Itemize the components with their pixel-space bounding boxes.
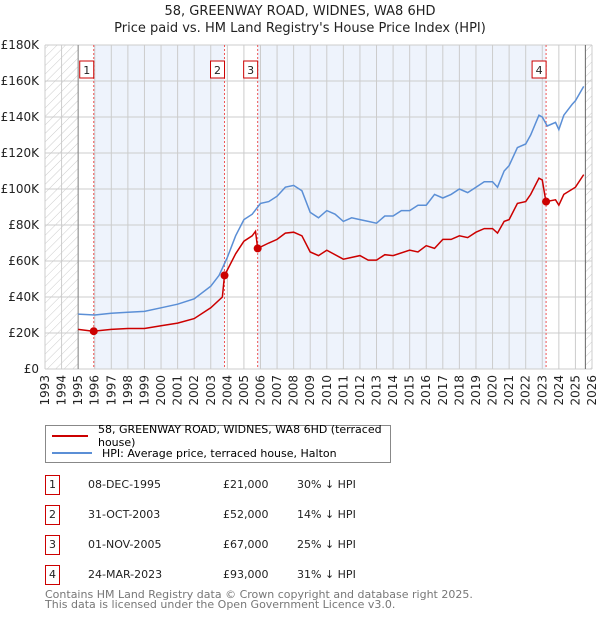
x-tick-label: 1997 (104, 375, 118, 406)
legend-item-hpi: HPI: Average price, terraced house, Halt… (46, 445, 337, 461)
chart-subtitle: Price paid vs. HM Land Registry's House … (114, 21, 486, 36)
sale-label-box (210, 60, 226, 79)
y-tick-label: £180K (1, 38, 41, 52)
sale-hpi-diff: 25% ↓ HPI (297, 538, 356, 551)
sale-point (220, 271, 229, 280)
x-tick-label: 2005 (237, 375, 251, 406)
x-tick-label: 2024 (552, 375, 566, 406)
sale-hpi-diff: 31% ↓ HPI (297, 568, 356, 581)
sale-label: 4 (536, 64, 543, 77)
x-tick-label: 2012 (353, 375, 367, 406)
legend-item-property: 58, GREENWAY ROAD, WIDNES, WA8 6HD (terr… (46, 423, 390, 449)
legend-swatch-red (52, 435, 88, 437)
y-tick-label: £140K (1, 110, 41, 124)
x-tick-label: 2021 (502, 375, 516, 406)
y-tick-label: £120K (1, 146, 41, 160)
x-tick-label: 1994 (55, 375, 69, 406)
property-price-line (78, 174, 585, 332)
footer-line: Contains HM Land Registry data © Crown c… (45, 588, 473, 601)
y-tick-label: £160K (1, 74, 41, 88)
x-tick-label: 2004 (220, 375, 234, 406)
sale-row: 2 31-OCT-2003 £52,000 14% ↓ HPI (45, 505, 425, 525)
x-tick-label: 2006 (253, 375, 267, 406)
legend-swatch-blue (52, 452, 92, 454)
y-tick-label: £60K (8, 254, 40, 268)
sale-row: 4 24-MAR-2023 £93,000 31% ↓ HPI (45, 565, 425, 585)
sale-price: £93,000 (223, 568, 269, 581)
hpi-line (78, 86, 585, 316)
sale-date: 08-DEC-1995 (88, 478, 162, 491)
y-tick-label: £100K (1, 182, 41, 196)
chart-title: 58, GREENWAY ROAD, WIDNES, WA8 6HD (164, 4, 436, 19)
hatched-region (585, 45, 592, 369)
sale-row: 3 01-NOV-2005 £67,000 25% ↓ HPI (45, 535, 425, 555)
sale-number: 3 (45, 535, 60, 555)
sale-label: 2 (214, 64, 221, 77)
x-tick-label: 1993 (38, 375, 52, 406)
sale-point (542, 197, 551, 206)
x-tick-label: 2014 (386, 375, 400, 406)
x-tick-label: 2000 (154, 375, 168, 406)
x-tick-label: 2018 (452, 375, 466, 406)
sale-number: 2 (45, 505, 60, 525)
sale-date: 24-MAR-2023 (88, 568, 163, 581)
x-tick-label: 2008 (287, 375, 301, 406)
x-tick-label: 1996 (88, 375, 102, 406)
sale-point (253, 244, 262, 253)
sale-label: 1 (83, 64, 90, 77)
y-tick-label: £0 (24, 362, 39, 376)
sale-price: £21,000 (223, 478, 269, 491)
x-tick-label: 2009 (303, 375, 317, 406)
x-tick-label: 2013 (370, 375, 384, 406)
x-tick-label: 2023 (535, 375, 549, 406)
y-tick-label: £80K (8, 218, 40, 232)
legend: 58, GREENWAY ROAD, WIDNES, WA8 6HD (terr… (45, 423, 391, 463)
x-tick-label: 2025 (568, 375, 582, 406)
legend-label: 58, GREENWAY ROAD, WIDNES, WA8 6HD (terr… (97, 423, 382, 449)
x-tick-label: 2011 (336, 375, 350, 406)
legend-label: HPI: Average price, terraced house, Halt… (102, 446, 337, 460)
x-tick-label: 2016 (419, 375, 433, 406)
sale-date: 31-OCT-2003 (88, 508, 161, 521)
sale-label-box (243, 60, 259, 79)
sale-row: 1 08-DEC-1995 £21,000 30% ↓ HPI (45, 475, 425, 495)
x-tick-label: 1995 (71, 375, 85, 406)
x-tick-label: 2020 (486, 375, 500, 406)
shaded-band (93, 45, 225, 369)
x-tick-label: 2015 (403, 375, 417, 406)
y-tick-label: £40K (8, 290, 40, 304)
sale-point (89, 327, 98, 336)
sale-price: £52,000 (223, 508, 269, 521)
x-tick-label: 2026 (585, 375, 599, 406)
y-tick-label: £20K (8, 326, 40, 340)
x-tick-label: 2022 (519, 375, 533, 406)
x-tick-label: 2003 (204, 375, 218, 406)
x-tick-label: 2001 (171, 375, 185, 406)
sale-label: 3 (247, 64, 254, 77)
sale-date: 01-NOV-2005 (88, 538, 162, 551)
x-tick-label: 2017 (436, 375, 450, 406)
footer: Contains HM Land Registry data © Crown c… (45, 588, 473, 611)
shaded-band (257, 45, 547, 369)
sale-number: 1 (45, 475, 60, 495)
x-tick-label: 2007 (270, 375, 284, 406)
plot-area: £0 £20K £40K £60K £80K £100K £120K £140K £160K £1… (1, 38, 599, 406)
sale-price: £67,000 (223, 538, 269, 551)
sale-label-box (531, 60, 547, 79)
x-tick-label: 2019 (469, 375, 483, 406)
x-tick-label: 1998 (121, 375, 135, 406)
x-tick-label: 1999 (137, 375, 151, 406)
x-tick-label: 2010 (320, 375, 334, 406)
sale-hpi-diff: 30% ↓ HPI (297, 478, 356, 491)
sale-hpi-diff: 14% ↓ HPI (297, 508, 356, 521)
sale-number: 4 (45, 565, 60, 585)
sale-label-box (79, 60, 95, 79)
x-tick-label: 2002 (187, 375, 201, 406)
footer-line: This data is licensed under the Open Gov… (45, 598, 396, 611)
